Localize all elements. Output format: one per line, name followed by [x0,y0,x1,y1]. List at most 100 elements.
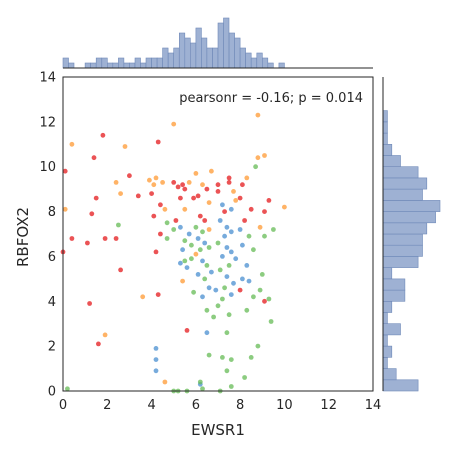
scatter-point-117 [226,263,232,268]
scatter-point-22 [118,267,123,273]
y-hist-bar-17 [382,188,423,201]
scatter-point-92 [204,307,210,313]
scatter-point-150 [255,155,261,161]
scatter-point-47 [186,180,192,185]
y-hist-bar-10 [382,267,393,280]
scatter-point-101 [226,175,232,181]
scatter-point-8 [93,195,99,201]
scatter-point-30 [158,202,163,208]
y-axis-label: RBFOX2 [14,207,32,267]
x-tick-label: 10 [276,398,293,413]
scatter-point-123 [220,296,225,302]
scatter-point-146 [244,307,250,313]
scatter-point-112 [215,240,221,246]
scatter-point-100 [215,189,221,194]
y-tick-label: 10 [39,160,56,175]
y-hist-bar-19 [382,166,419,179]
scatter-point-27 [155,139,161,145]
scatter-point-20 [113,236,119,241]
scatter-point-158 [259,272,265,277]
scatter-point-119 [224,274,230,279]
y-hist-bar-14 [382,222,428,235]
scatter-point-23 [140,294,146,300]
scatter-point-75 [202,218,208,223]
scatter-point-63 [191,289,197,295]
y-marginal-histogram [382,110,441,392]
scatter-point-87 [202,276,208,282]
y-tick-label: 8 [48,205,56,220]
y-tick-label: 2 [48,340,56,355]
x-hist-bar-19 [167,52,174,69]
scatter-point-79 [195,236,201,241]
y-tick-label: 12 [39,115,56,130]
x-hist-bar-1 [68,62,75,69]
scatter-point-35 [164,220,170,226]
scatter-point-80 [202,240,208,246]
scatter-point-159 [257,287,263,293]
scatter-point-91 [213,287,219,293]
scatter-point-106 [233,198,239,203]
x-hist-bar-13 [134,57,141,69]
scatter-point-37 [155,292,161,297]
y-tick-labels: 0 2 4 6 8 10 12 14 [39,71,56,400]
scatter-point-69 [200,182,205,188]
scatter-point-53 [178,224,183,230]
y-hist-bar-5 [382,323,401,336]
y-hist-bar-23 [382,121,388,134]
x-hist-bar-29 [223,17,230,69]
annotation-pearsonr: pearsonr = -0.16; p = 0.014 [179,91,363,106]
scatter-point-157 [262,233,267,239]
y-hist-bar-9 [382,278,406,291]
scatter-point-28 [153,175,159,181]
x-hist-bar-24 [195,27,202,69]
scatter-point-94 [204,330,210,336]
scatter-point-130 [228,384,234,389]
scatter-point-151 [262,153,267,158]
scatter-point-40 [153,368,159,374]
scatter-point-140 [251,247,256,253]
scatter-point-89 [206,285,212,291]
scatter-point-3 [69,141,75,147]
scatter-point-26 [151,182,157,188]
x-hist-bar-27 [212,47,219,69]
scatter-point-164 [282,204,287,210]
scatter-point-60 [178,260,183,266]
scatter-points [60,112,287,394]
scatter-point-46 [182,186,188,192]
scatter-point-107 [222,209,228,215]
scatter-point-109 [224,224,230,230]
scatter-point-162 [268,319,274,324]
x-hist-bar-7 [101,57,108,69]
x-hist-bar-35 [256,52,263,69]
scatter-point-115 [220,254,225,259]
scatter-point-59 [184,265,190,270]
scatter-point-153 [262,209,267,215]
scatter-point-73 [209,168,214,174]
scatter-point-16 [122,144,128,149]
scatter-point-36 [164,236,170,241]
x-hist-bar-10 [118,57,125,69]
scatter-point-38 [153,346,159,351]
scatter-point-122 [228,292,234,297]
scatter-point-19 [116,222,121,228]
scatter-point-33 [158,231,163,237]
scatter-point-90 [200,294,205,300]
scatter-point-44 [175,184,181,190]
y-tick-label: 4 [48,295,56,310]
y-hist-bar-1 [382,368,397,381]
x-hist-bar-31 [234,37,241,69]
x-hist-bar-37 [267,62,274,69]
scatter-point-98 [197,379,203,385]
scatter-point-82 [206,245,212,250]
y-hist-bar-20 [382,155,401,167]
scatter-point-139 [240,242,245,248]
scatter-point-17 [126,173,132,179]
x-hist-bar-17 [156,57,163,69]
scatter-point-21 [135,193,141,199]
scatter-point-147 [248,355,254,360]
x-hist-bar-25 [201,37,208,69]
scatter-point-9 [89,211,95,217]
scatter-point-39 [153,357,159,362]
y-hist-bar-11 [382,256,419,268]
